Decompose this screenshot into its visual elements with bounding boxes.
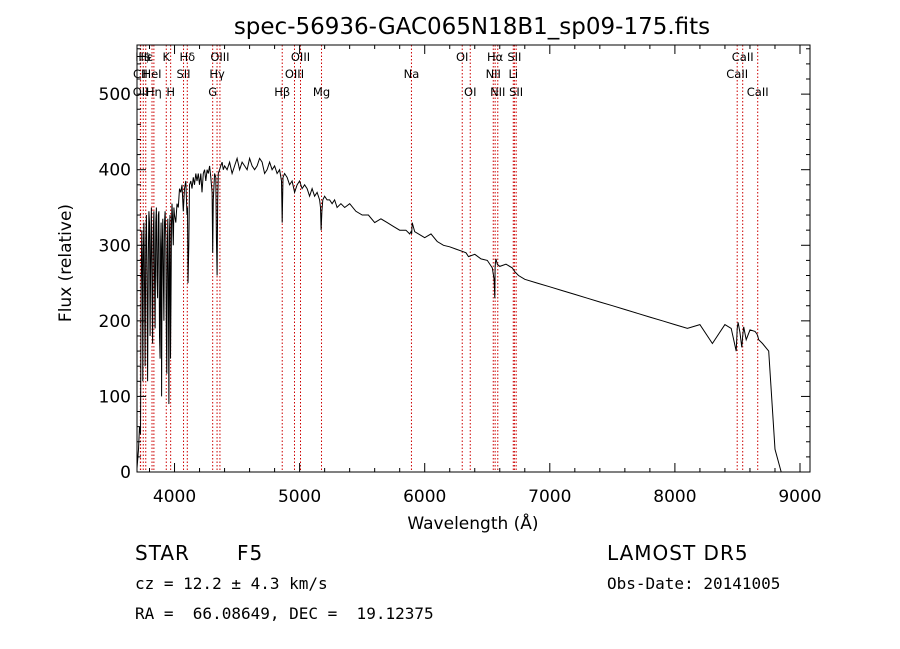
line-marker-label: H: [166, 85, 175, 99]
object-class: STAR: [135, 541, 190, 565]
line-marker-label: Na: [404, 67, 420, 81]
y-axis-label: Flux (relative): [56, 204, 76, 322]
line-marker-label: Hβ: [274, 85, 290, 99]
coordinates-info: RA = 66.08649, DEC = 19.12375: [135, 604, 434, 623]
spectrum-line: [136, 156, 782, 473]
y-tick-label: 0: [120, 463, 131, 483]
line-marker-label: OI: [464, 85, 476, 99]
x-tick-label: 5000: [278, 487, 321, 507]
line-marker-label: NII: [490, 85, 505, 99]
line-marker-label: SII: [509, 85, 523, 99]
line-marker-label: Hγ: [209, 67, 225, 81]
line-marker-label: SII: [507, 50, 521, 64]
line-marker-label: HeI: [142, 67, 161, 81]
y-tick-label: 100: [99, 387, 131, 407]
line-markers: [139, 45, 759, 472]
line-marker-label: CaII: [732, 50, 754, 64]
y-tick-label: 500: [99, 85, 131, 105]
x-tick-label: 9000: [778, 487, 821, 507]
object-subclass: F5: [237, 541, 264, 565]
line-marker-label: NII: [486, 67, 501, 81]
line-marker-label: K: [162, 50, 170, 64]
line-marker-label: G: [208, 85, 217, 99]
y-tick-label: 400: [99, 161, 131, 181]
x-tick-label: 7000: [528, 487, 571, 507]
line-marker-label: Li: [508, 67, 518, 81]
x-axis: 4000 5000 6000 7000 8000 9000: [149, 45, 822, 507]
x-tick-label: 6000: [403, 487, 446, 507]
x-axis-label: Wavelength (Å): [407, 512, 538, 534]
line-marker-label: OI: [456, 50, 468, 64]
x-tick-label: 4000: [153, 487, 196, 507]
y-axis: 0 100 200 300 400 500: [99, 48, 810, 483]
line-marker-label: Hη: [146, 85, 162, 99]
line-marker-label: CaII: [726, 67, 748, 81]
line-marker-label: OIII: [291, 50, 310, 64]
line-marker-label: OIII: [210, 50, 229, 64]
line-marker-label: SII: [176, 67, 190, 81]
line-marker-label: Hδ: [179, 50, 195, 64]
line-marker-label: Hα: [487, 50, 504, 64]
observation-date: Obs-Date: 20141005: [607, 574, 781, 593]
x-tick-label: 8000: [653, 487, 696, 507]
line-marker-label: Hε: [138, 50, 153, 64]
line-marker-label: H$: [135, 50, 151, 64]
line-marker-label: OIII: [285, 67, 304, 81]
plot-frame: [136, 44, 811, 473]
y-tick-label: 300: [99, 236, 131, 256]
chart-title: spec-56936-GAC065N18B1_sp09-175.fits: [234, 14, 710, 40]
y-tick-label: 200: [99, 312, 131, 332]
line-marker-label: Mg: [313, 85, 330, 99]
survey-name: LAMOST DR5: [607, 541, 749, 565]
line-marker-label: CaII: [747, 85, 769, 99]
redshift-info: cz = 12.2 ± 4.3 km/s: [135, 574, 328, 593]
